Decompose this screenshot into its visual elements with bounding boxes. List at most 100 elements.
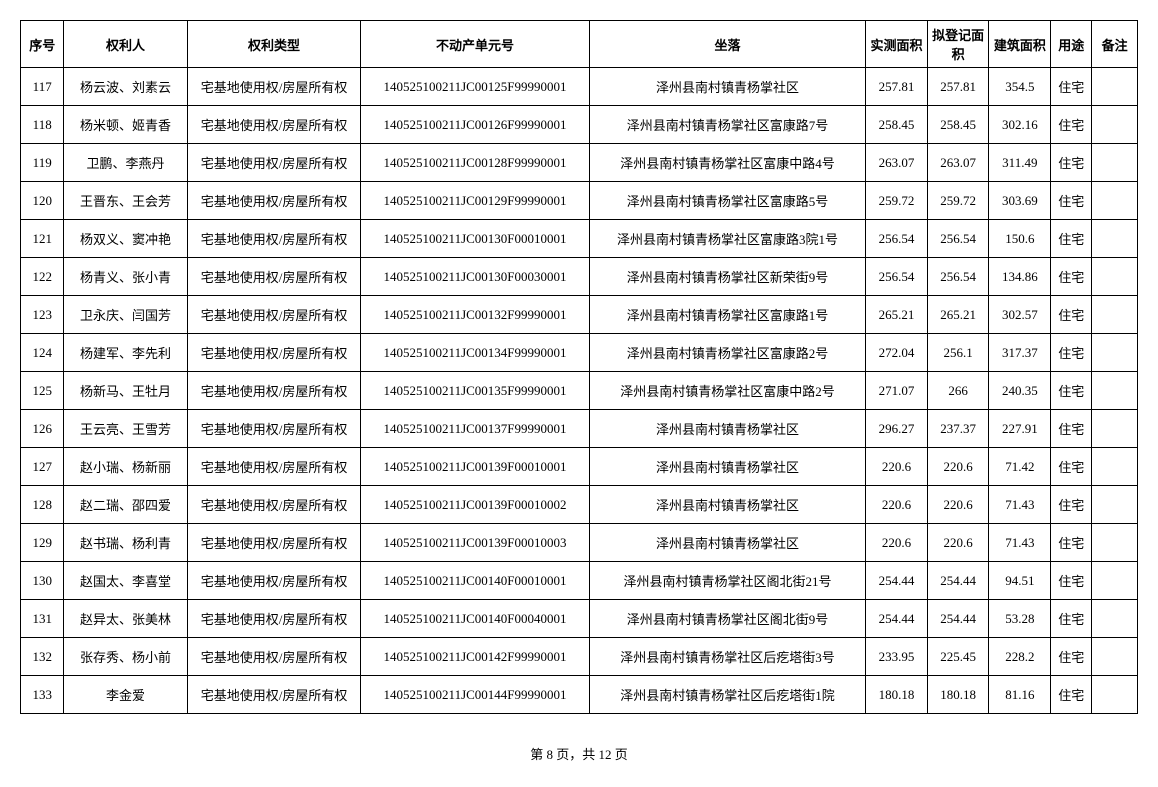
cell-seq: 128: [21, 486, 64, 524]
cell-seq: 126: [21, 410, 64, 448]
cell-unit-number: 140525100211JC00130F00010001: [361, 220, 589, 258]
cell-registered-area: 258.45: [927, 106, 989, 144]
cell-seq: 131: [21, 600, 64, 638]
cell-unit-number: 140525100211JC00132F99990001: [361, 296, 589, 334]
table-row: 119卫鹏、李燕丹宅基地使用权/房屋所有权140525100211JC00128…: [21, 144, 1138, 182]
cell-right-type: 宅基地使用权/房屋所有权: [187, 448, 361, 486]
cell-remark: [1092, 296, 1138, 334]
cell-right-type: 宅基地使用权/房屋所有权: [187, 258, 361, 296]
table-row: 121杨双义、窦冲艳宅基地使用权/房屋所有权140525100211JC0013…: [21, 220, 1138, 258]
cell-owner: 杨米顿、姬青香: [64, 106, 187, 144]
cell-owner: 杨青义、张小青: [64, 258, 187, 296]
cell-location: 泽州县南村镇青杨掌社区富康中路2号: [589, 372, 865, 410]
cell-measured-area: 220.6: [866, 486, 928, 524]
cell-registered-area: 220.6: [927, 524, 989, 562]
cell-measured-area: 256.54: [866, 258, 928, 296]
cell-registered-area: 220.6: [927, 448, 989, 486]
cell-unit-number: 140525100211JC00126F99990001: [361, 106, 589, 144]
cell-unit-number: 140525100211JC00139F00010002: [361, 486, 589, 524]
cell-usage: 住宅: [1051, 68, 1092, 106]
header-location: 坐落: [589, 21, 865, 68]
cell-unit-number: 140525100211JC00137F99990001: [361, 410, 589, 448]
header-usage: 用途: [1051, 21, 1092, 68]
cell-seq: 123: [21, 296, 64, 334]
cell-registered-area: 225.45: [927, 638, 989, 676]
cell-owner: 赵国太、李喜堂: [64, 562, 187, 600]
cell-unit-number: 140525100211JC00144F99990001: [361, 676, 589, 714]
cell-right-type: 宅基地使用权/房屋所有权: [187, 676, 361, 714]
cell-remark: [1092, 524, 1138, 562]
cell-location: 泽州县南村镇青杨掌社区: [589, 68, 865, 106]
cell-unit-number: 140525100211JC00130F00030001: [361, 258, 589, 296]
cell-building-area: 227.91: [989, 410, 1051, 448]
cell-remark: [1092, 334, 1138, 372]
table-row: 131赵异太、张美林宅基地使用权/房屋所有权140525100211JC0014…: [21, 600, 1138, 638]
cell-building-area: 302.16: [989, 106, 1051, 144]
cell-measured-area: 254.44: [866, 600, 928, 638]
cell-location: 泽州县南村镇青杨掌社区富康路5号: [589, 182, 865, 220]
cell-measured-area: 256.54: [866, 220, 928, 258]
cell-right-type: 宅基地使用权/房屋所有权: [187, 182, 361, 220]
cell-measured-area: 257.81: [866, 68, 928, 106]
table-row: 123卫永庆、闫国芳宅基地使用权/房屋所有权140525100211JC0013…: [21, 296, 1138, 334]
cell-location: 泽州县南村镇青杨掌社区: [589, 486, 865, 524]
cell-owner: 卫鹏、李燕丹: [64, 144, 187, 182]
cell-location: 泽州县南村镇青杨掌社区: [589, 410, 865, 448]
cell-measured-area: 233.95: [866, 638, 928, 676]
property-table: 序号 权利人 权利类型 不动产单元号 坐落 实测面积 拟登记面积 建筑面积 用途…: [20, 20, 1138, 714]
cell-building-area: 240.35: [989, 372, 1051, 410]
cell-location: 泽州县南村镇青杨掌社区富康路7号: [589, 106, 865, 144]
header-building-area: 建筑面积: [989, 21, 1051, 68]
cell-remark: [1092, 68, 1138, 106]
cell-location: 泽州县南村镇青杨掌社区: [589, 524, 865, 562]
cell-remark: [1092, 220, 1138, 258]
cell-unit-number: 140525100211JC00135F99990001: [361, 372, 589, 410]
cell-owner: 赵书瑞、杨利青: [64, 524, 187, 562]
cell-remark: [1092, 258, 1138, 296]
cell-building-area: 134.86: [989, 258, 1051, 296]
table-row: 118杨米顿、姬青香宅基地使用权/房屋所有权140525100211JC0012…: [21, 106, 1138, 144]
cell-seq: 124: [21, 334, 64, 372]
cell-seq: 117: [21, 68, 64, 106]
cell-building-area: 71.42: [989, 448, 1051, 486]
cell-measured-area: 180.18: [866, 676, 928, 714]
cell-right-type: 宅基地使用权/房屋所有权: [187, 106, 361, 144]
cell-seq: 129: [21, 524, 64, 562]
cell-building-area: 317.37: [989, 334, 1051, 372]
cell-building-area: 71.43: [989, 524, 1051, 562]
cell-seq: 132: [21, 638, 64, 676]
cell-building-area: 81.16: [989, 676, 1051, 714]
cell-owner: 杨云波、刘素云: [64, 68, 187, 106]
cell-right-type: 宅基地使用权/房屋所有权: [187, 638, 361, 676]
cell-owner: 赵小瑞、杨新丽: [64, 448, 187, 486]
cell-owner: 张存秀、杨小前: [64, 638, 187, 676]
cell-right-type: 宅基地使用权/房屋所有权: [187, 372, 361, 410]
cell-right-type: 宅基地使用权/房屋所有权: [187, 562, 361, 600]
cell-measured-area: 272.04: [866, 334, 928, 372]
cell-remark: [1092, 410, 1138, 448]
cell-remark: [1092, 600, 1138, 638]
cell-building-area: 228.2: [989, 638, 1051, 676]
cell-measured-area: 259.72: [866, 182, 928, 220]
cell-seq: 119: [21, 144, 64, 182]
cell-seq: 133: [21, 676, 64, 714]
cell-usage: 住宅: [1051, 258, 1092, 296]
cell-remark: [1092, 638, 1138, 676]
cell-measured-area: 271.07: [866, 372, 928, 410]
cell-registered-area: 180.18: [927, 676, 989, 714]
cell-usage: 住宅: [1051, 524, 1092, 562]
cell-unit-number: 140525100211JC00134F99990001: [361, 334, 589, 372]
table-row: 126王云亮、王雪芳宅基地使用权/房屋所有权140525100211JC0013…: [21, 410, 1138, 448]
cell-registered-area: 220.6: [927, 486, 989, 524]
table-row: 122杨青义、张小青宅基地使用权/房屋所有权140525100211JC0013…: [21, 258, 1138, 296]
table-header-row: 序号 权利人 权利类型 不动产单元号 坐落 实测面积 拟登记面积 建筑面积 用途…: [21, 21, 1138, 68]
cell-unit-number: 140525100211JC00128F99990001: [361, 144, 589, 182]
cell-owner: 王晋东、王会芳: [64, 182, 187, 220]
table-row: 128赵二瑞、邵四爱宅基地使用权/房屋所有权140525100211JC0013…: [21, 486, 1138, 524]
cell-remark: [1092, 144, 1138, 182]
cell-unit-number: 140525100211JC00140F00010001: [361, 562, 589, 600]
header-remark: 备注: [1092, 21, 1138, 68]
cell-usage: 住宅: [1051, 106, 1092, 144]
cell-building-area: 53.28: [989, 600, 1051, 638]
cell-right-type: 宅基地使用权/房屋所有权: [187, 296, 361, 334]
